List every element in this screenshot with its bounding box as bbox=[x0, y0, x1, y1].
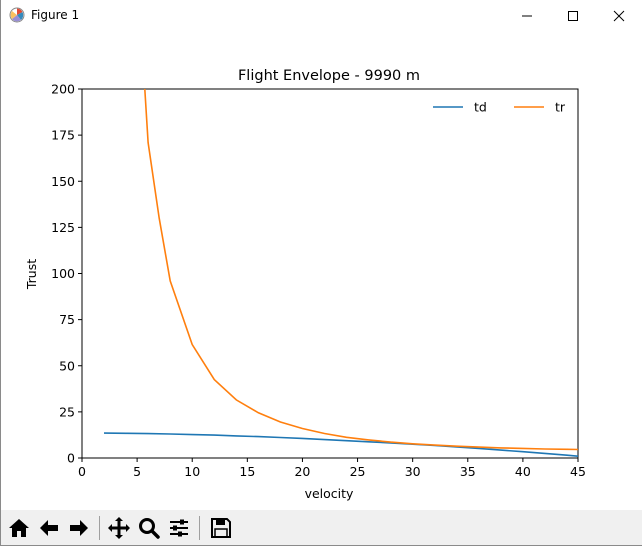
line-chart: Flight Envelope - 9990 m 0 5 10 15 20 25 30 35 4… bbox=[24, 68, 586, 501]
close-icon bbox=[613, 10, 625, 21]
zoom-button[interactable] bbox=[135, 514, 163, 542]
x-tick-label: 25 bbox=[350, 464, 366, 479]
x-tick-label: 10 bbox=[184, 464, 200, 479]
series-line-td bbox=[103, 432, 578, 457]
forward-button[interactable] bbox=[65, 514, 93, 542]
x-tick-label: 0 bbox=[78, 464, 86, 479]
home-button[interactable] bbox=[5, 514, 33, 542]
minimize-icon bbox=[522, 15, 532, 16]
series-lines bbox=[103, 89, 578, 457]
minimize-button[interactable] bbox=[504, 0, 550, 31]
y-tick-label: 200 bbox=[51, 82, 75, 97]
arrow-right-icon bbox=[70, 520, 88, 536]
y-axis-label: Trust bbox=[24, 259, 39, 290]
figure-canvas[interactable]: Flight Envelope - 9990 m 0 5 10 15 20 25 30 35 4… bbox=[1, 31, 642, 510]
y-tick-label: 175 bbox=[51, 128, 75, 143]
matplotlib-icon bbox=[9, 7, 25, 23]
x-axis-label: velocity bbox=[305, 486, 354, 501]
y-tick-label: 75 bbox=[59, 312, 75, 327]
arrow-left-icon bbox=[40, 520, 58, 536]
pan-button[interactable] bbox=[105, 514, 133, 542]
chart-title: Flight Envelope - 9990 m bbox=[238, 68, 420, 84]
y-tick-label: 125 bbox=[51, 220, 75, 235]
back-button[interactable] bbox=[35, 514, 63, 542]
x-tick-label: 5 bbox=[133, 464, 141, 479]
y-axis: 0 25 50 75 100 125 150 175 200 bbox=[51, 82, 82, 466]
navigation-toolbar bbox=[1, 510, 642, 545]
x-tick-label: 35 bbox=[460, 464, 476, 479]
plot-area bbox=[81, 88, 579, 459]
toolbar-separator bbox=[199, 516, 200, 540]
maximize-button[interactable] bbox=[550, 0, 596, 31]
configure-subplots-button[interactable] bbox=[165, 514, 193, 542]
x-tick-label: 20 bbox=[294, 464, 310, 479]
x-tick-label: 45 bbox=[570, 464, 586, 479]
y-tick-label: 50 bbox=[59, 358, 75, 373]
y-tick-label: 0 bbox=[67, 451, 75, 466]
legend-label-tr: tr bbox=[555, 100, 566, 115]
window-title: Figure 1 bbox=[31, 8, 80, 22]
close-button[interactable] bbox=[596, 0, 642, 31]
title-bar[interactable]: Figure 1 bbox=[1, 0, 642, 31]
x-tick-label: 15 bbox=[239, 464, 255, 479]
maximize-icon bbox=[568, 10, 578, 21]
toolbar-separator bbox=[99, 516, 100, 540]
sliders-icon bbox=[170, 519, 188, 537]
move-icon bbox=[108, 517, 130, 539]
series-line-tr bbox=[144, 89, 578, 451]
y-tick-label: 100 bbox=[51, 266, 75, 281]
floppy-disk-icon bbox=[211, 518, 231, 538]
legend-label-td: td bbox=[474, 100, 487, 115]
x-tick-label: 40 bbox=[515, 464, 531, 479]
axes-frame bbox=[81, 88, 579, 459]
legend: td tr bbox=[433, 100, 566, 115]
save-button[interactable] bbox=[207, 514, 235, 542]
magnifier-icon bbox=[139, 518, 160, 539]
y-tick-label: 25 bbox=[59, 404, 75, 419]
x-axis: 0 5 10 15 20 25 30 35 40 45 bbox=[78, 458, 586, 479]
y-tick-label: 150 bbox=[51, 174, 75, 189]
home-icon bbox=[9, 519, 29, 537]
x-tick-label: 30 bbox=[405, 464, 421, 479]
